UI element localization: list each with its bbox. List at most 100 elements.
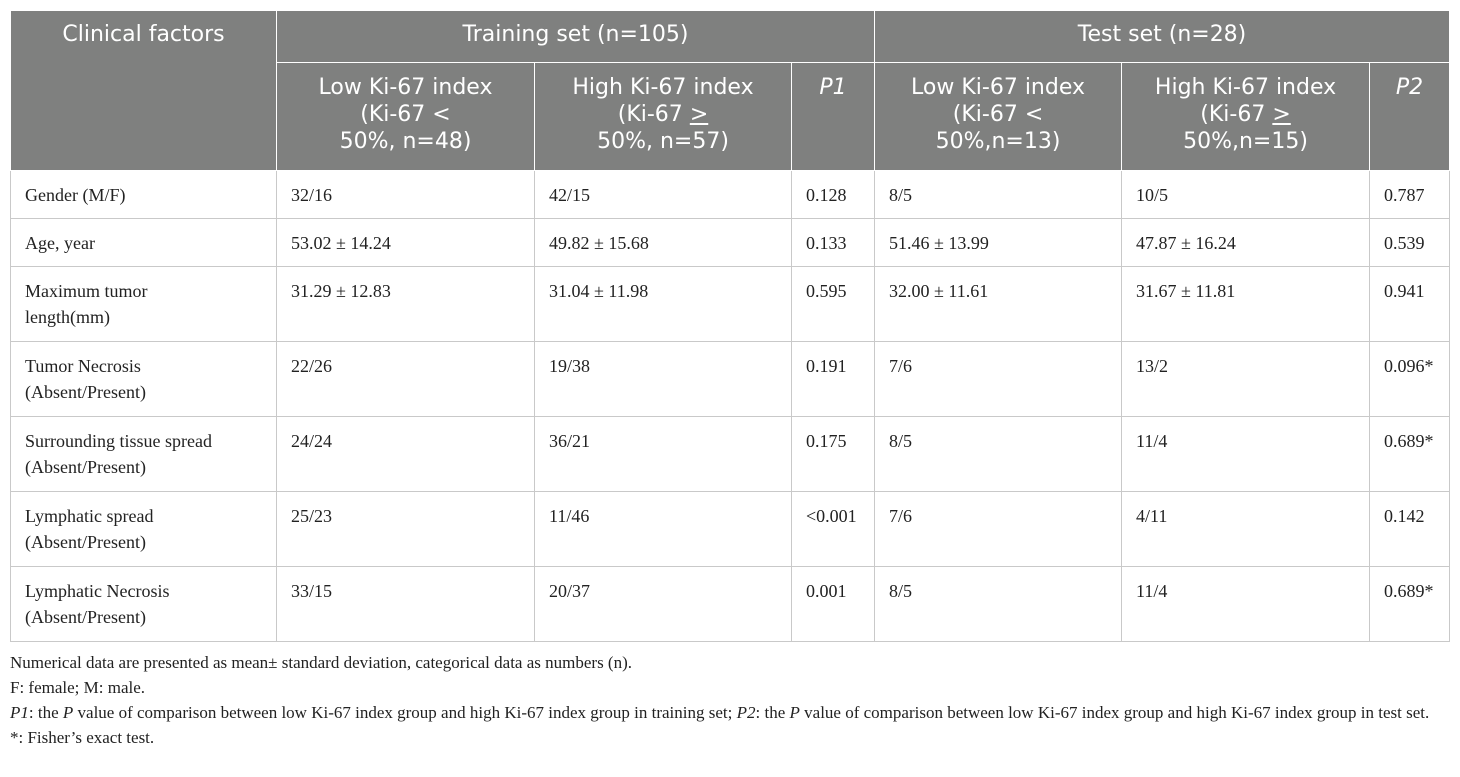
factor-cell: Gender (M/F) (10, 170, 277, 219)
factor-label: Lymphatic spread (25, 506, 154, 526)
header-test-low-ki67: Low Ki-67 index (Ki-67 < 50%,n=13) (874, 62, 1123, 171)
p2-cell: 0.689* (1369, 416, 1451, 492)
table-row-tumor-necrosis: Tumor Necrosis (Absent/Present) 22/26 19/… (10, 341, 1451, 417)
train-low-cell: 24/24 (276, 416, 535, 492)
header-train-low-line1: Low Ki-67 index (318, 75, 493, 100)
test-high-cell: 11/4 (1121, 416, 1371, 492)
test-high-cell: 4/11 (1121, 491, 1371, 567)
header-test-high-line3: 50%,n=15) (1183, 129, 1308, 154)
test-low-cell: 8/5 (874, 416, 1123, 492)
p2-cell: 0.941 (1369, 266, 1451, 342)
train-high-cell: 20/37 (534, 566, 792, 642)
footnote-text: : the (28, 703, 63, 722)
p2-cell: 0.787 (1369, 170, 1451, 219)
p1-cell: 0.595 (790, 266, 876, 342)
train-high-cell: 11/46 (534, 491, 792, 567)
p2-cell: 0.539 (1369, 218, 1451, 267)
footnote-p-term: P (62, 703, 74, 722)
header-test-low-line1: Low Ki-67 index (911, 75, 1086, 100)
train-low-cell: 32/16 (276, 170, 535, 219)
header-test-low-line3: 50%,n=13) (935, 129, 1061, 154)
factor-sublabel: (Absent/Present) (25, 607, 146, 627)
p1-cell: 0.133 (790, 218, 876, 267)
header-train-low-ki67: Low Ki-67 index (Ki-67 < 50%, n=48) (276, 62, 535, 171)
footnote-p1-term: P1 (10, 703, 29, 722)
factor-cell: Lymphatic Necrosis (Absent/Present) (10, 566, 277, 642)
factor-sublabel: (Absent/Present) (25, 457, 146, 477)
header-train-high-line2a: (Ki-67 (617, 102, 690, 127)
train-low-cell: 33/15 (276, 566, 535, 642)
header-test-low-line2: (Ki-67 < (952, 102, 1044, 127)
header-p2: P2 (1369, 62, 1451, 171)
factor-label: Surrounding tissue spread (25, 431, 212, 451)
table-row-lymphatic-necrosis: Lymphatic Necrosis (Absent/Present) 33/15… (10, 566, 1451, 642)
table-row-age: Age, year 53.02 ± 14.24 49.82 ± 15.68 0.… (10, 218, 1451, 267)
clinical-factors-table: Clinical factors Training set (n=105) Te… (10, 10, 1451, 642)
test-low-cell: 32.00 ± 11.61 (874, 266, 1123, 342)
factor-label: Tumor Necrosis (25, 356, 141, 376)
table-row-surrounding-tissue-spread: Surrounding tissue spread (Absent/Present… (10, 416, 1451, 492)
table-row-gender: Gender (M/F) 32/16 42/15 0.128 8/5 10/5 … (10, 170, 1451, 219)
train-high-cell: 31.04 ± 11.98 (534, 266, 792, 342)
factor-cell: Surrounding tissue spread (Absent/Present… (10, 416, 277, 492)
header-row-1: Clinical factors Training set (n=105) Te… (10, 10, 1451, 171)
test-high-cell: 13/2 (1121, 341, 1371, 417)
header-train-low-line3: 50%, n=48) (339, 129, 472, 154)
p2-cell: 0.142 (1369, 491, 1451, 567)
factor-label: Lymphatic Necrosis (25, 581, 170, 601)
header-train-high-gte: > (689, 102, 709, 127)
factor-label: Maximum tumor (25, 281, 148, 301)
test-high-cell: 31.67 ± 11.81 (1121, 266, 1371, 342)
factor-cell: Lymphatic spread (Absent/Present) (10, 491, 277, 567)
header-test-set: Test set (n=28) (874, 10, 1451, 63)
header-train-high-line3: 50%, n=57) (597, 129, 729, 154)
footnote-text: value of comparison between low Ki-67 in… (73, 703, 737, 722)
train-high-cell: 49.82 ± 15.68 (534, 218, 792, 267)
header-train-high-line1: High Ki-67 index (572, 75, 754, 100)
factor-label: Gender (M/F) (25, 185, 126, 205)
table-footnotes: Numerical data are presented as mean± st… (10, 650, 1455, 750)
test-low-cell: 8/5 (874, 566, 1123, 642)
factor-sublabel: length(mm) (25, 307, 110, 327)
test-high-cell: 11/4 (1121, 566, 1371, 642)
factor-cell: Tumor Necrosis (Absent/Present) (10, 341, 277, 417)
header-p1: P1 (790, 62, 876, 171)
header-train-low-line2: (Ki-67 < (360, 102, 451, 127)
test-high-cell: 47.87 ± 16.24 (1121, 218, 1371, 267)
p2-cell: 0.096* (1369, 341, 1451, 417)
test-high-cell: 10/5 (1121, 170, 1371, 219)
header-row-2: Low Ki-67 index (Ki-67 < 50%, n=48) High… (11, 62, 1451, 171)
test-low-cell: 51.46 ± 13.99 (874, 218, 1123, 267)
train-low-cell: 22/26 (276, 341, 535, 417)
train-high-cell: 36/21 (534, 416, 792, 492)
header-test-high-line2a: (Ki-67 (1200, 102, 1273, 127)
footnote-gender: F: female; M: male. (10, 678, 146, 697)
test-low-cell: 7/6 (874, 491, 1123, 567)
test-low-cell: 7/6 (874, 341, 1123, 417)
footnote-p-term: P (789, 703, 800, 722)
footnote-text: value of comparison between low Ki-67 in… (799, 703, 1430, 722)
header-train-high-ki67: High Ki-67 index (Ki-67 > 50%, n=57) (534, 62, 792, 171)
p1-cell: 0.128 (790, 170, 876, 219)
header-clinical-factors: Clinical factors (10, 10, 277, 171)
factor-sublabel: (Absent/Present) (25, 382, 146, 402)
footnote-p2-term: P2 (736, 703, 756, 722)
p1-cell: 0.191 (790, 341, 876, 417)
footnote-fisher: *: Fisher’s exact test. (10, 728, 155, 747)
p1-cell: <0.001 (790, 491, 876, 567)
train-low-cell: 25/23 (276, 491, 535, 567)
header-test-high-ki67: High Ki-67 index (Ki-67 > 50%,n=15) (1121, 62, 1371, 171)
header-test-high-line1: High Ki-67 index (1154, 75, 1337, 100)
factor-sublabel: (Absent/Present) (25, 532, 146, 552)
header-test-high-gte: > (1272, 102, 1291, 127)
train-high-cell: 42/15 (534, 170, 792, 219)
table-row-lymphatic-spread: Lymphatic spread (Absent/Present) 25/23 1… (10, 491, 1451, 567)
footnote-p-values: P1: the P value of comparison between lo… (10, 700, 1455, 725)
train-high-cell: 19/38 (534, 341, 792, 417)
factor-cell: Age, year (10, 218, 277, 267)
train-low-cell: 53.02 ± 14.24 (276, 218, 535, 267)
factor-label: Age, year (25, 233, 95, 253)
train-low-cell: 31.29 ± 12.83 (276, 266, 535, 342)
p1-cell: 0.001 (790, 566, 876, 642)
p2-cell: 0.689* (1369, 566, 1451, 642)
